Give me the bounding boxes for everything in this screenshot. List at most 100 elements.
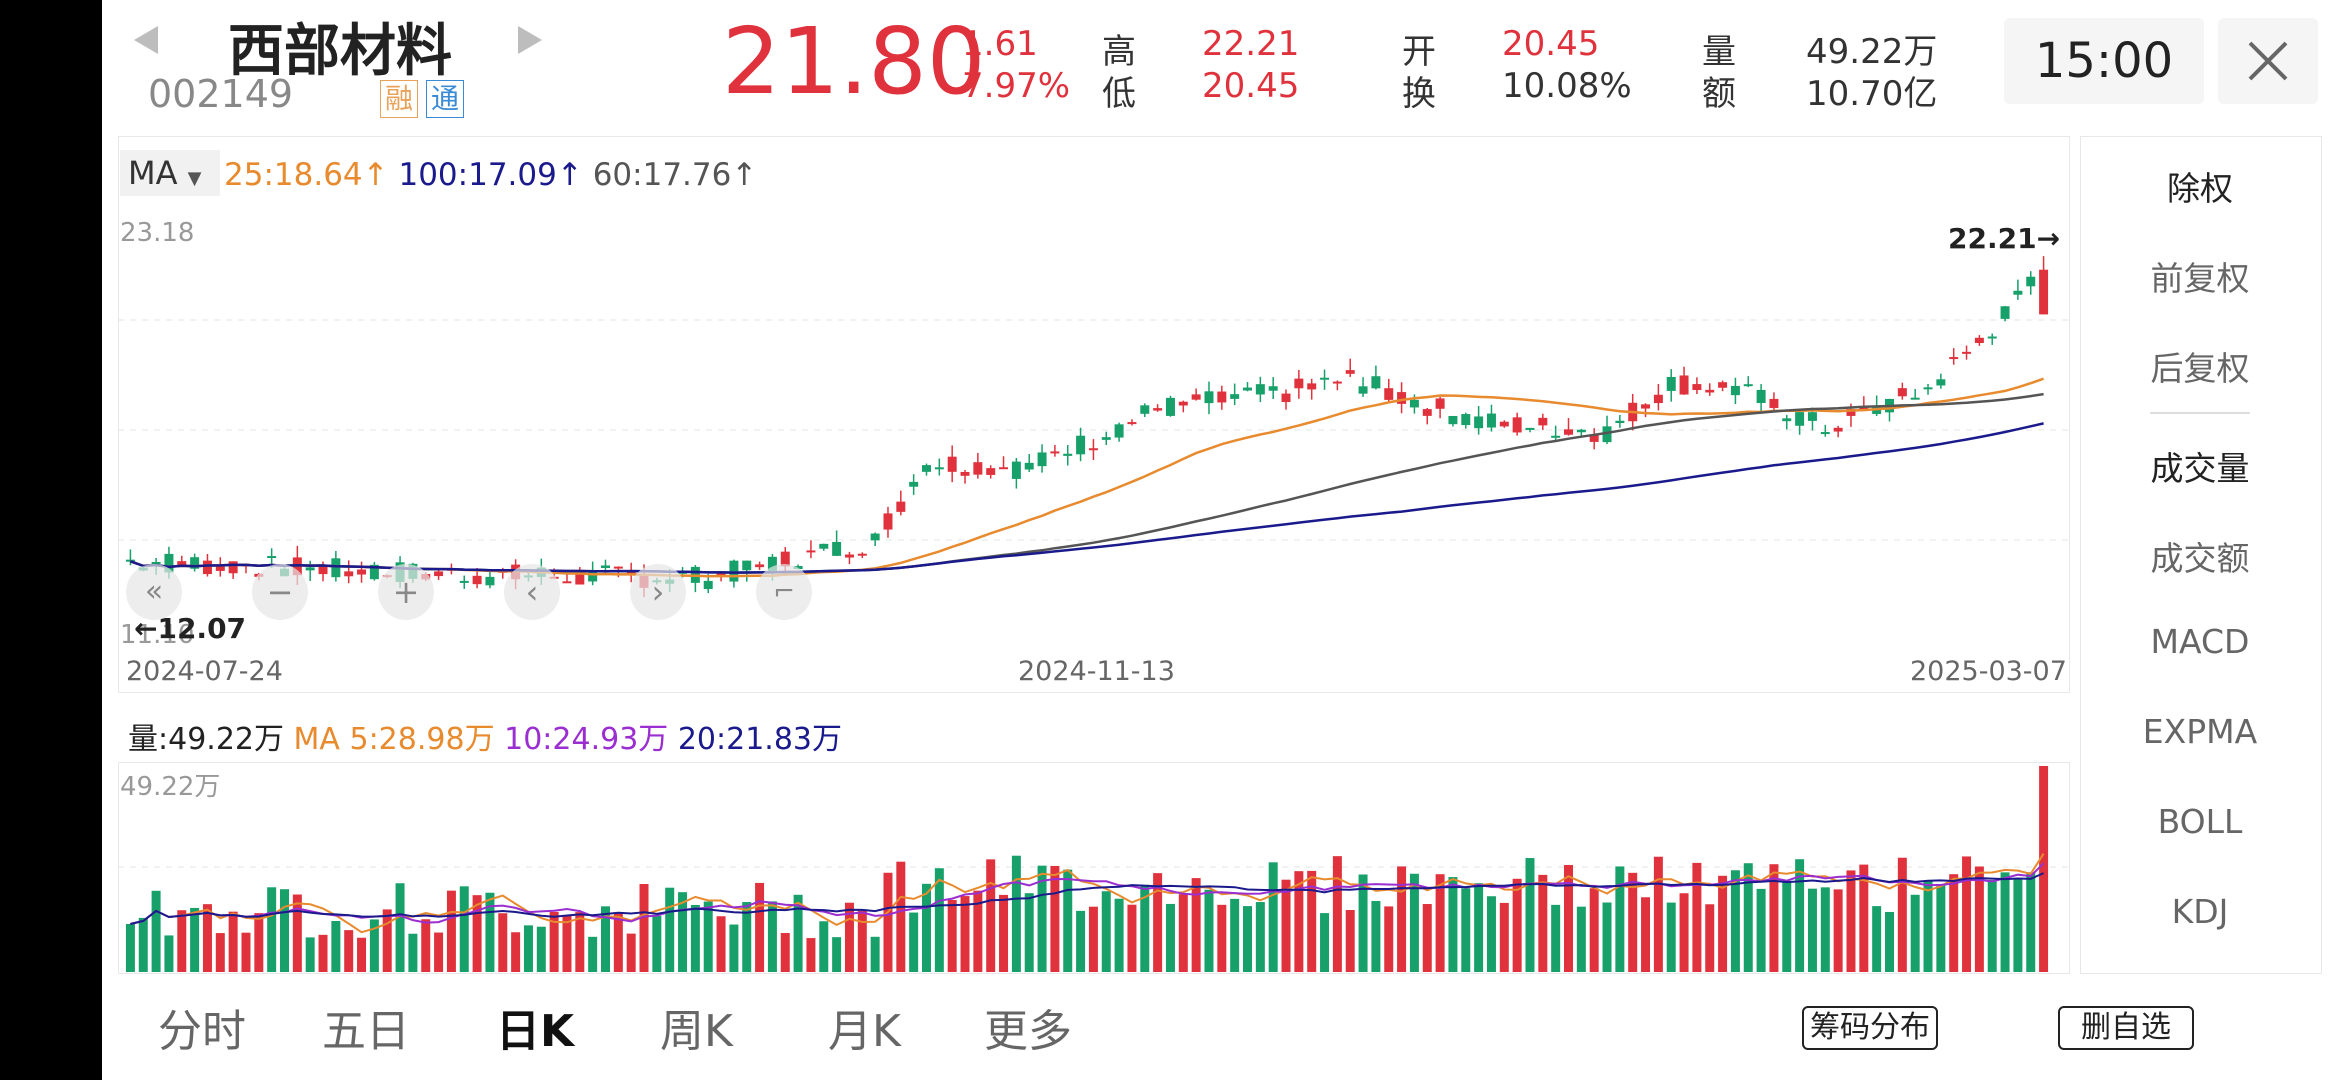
volume-bar: [1422, 904, 1432, 972]
sidebar-item-exright[interactable]: 除权: [2167, 169, 2233, 208]
tab-more[interactable]: 更多: [984, 1006, 1072, 1057]
volume-bar: [1641, 897, 1651, 972]
dropdown-caret-icon: ▼: [187, 168, 202, 189]
high-value: 22.21: [1202, 24, 1300, 64]
remove-watchlist-button[interactable]: 删自选: [2058, 1006, 2194, 1050]
candle-body: [1666, 376, 1676, 391]
candle-body: [1846, 408, 1856, 416]
volume-bar: [2026, 872, 2036, 972]
volume-legend: 量:49.22万 MA 5:28.98万 10:24.93万 20:21.83万: [128, 714, 842, 758]
volume-chart[interactable]: [118, 762, 2068, 972]
volume-bar: [472, 895, 482, 972]
volume-bar: [1191, 878, 1201, 972]
open-label: 开: [1402, 32, 1436, 72]
sidebar-item-forward-adjust[interactable]: 前复权: [2150, 259, 2250, 298]
candle-body: [1153, 408, 1163, 411]
volume-bar: [331, 921, 341, 972]
candle-body: [2039, 269, 2049, 315]
ma-selector-label: MA: [128, 154, 178, 192]
candle-body: [1897, 388, 1907, 397]
date-label-end: 2025-03-07: [1910, 656, 2067, 687]
volume-bar: [1564, 865, 1573, 972]
volume-value: 49.22万: [1806, 32, 1938, 72]
candle-body: [1641, 404, 1651, 409]
volume-ma5-line: [130, 853, 2045, 934]
candle-body: [202, 560, 212, 575]
volume-bar: [1294, 871, 1304, 972]
ma-selector[interactable]: MA ▼: [120, 150, 220, 196]
candle-body: [1011, 461, 1021, 479]
close-button[interactable]: [2218, 18, 2318, 104]
volume-bar: [190, 907, 200, 972]
candle-body: [125, 559, 135, 562]
volume-bar: [280, 889, 289, 972]
tab-intraday[interactable]: 分时: [158, 1006, 246, 1057]
volume-bar: [305, 937, 315, 972]
ma25-arrow: ↑: [362, 157, 389, 193]
candle-body: [177, 561, 187, 566]
candle-body: [1101, 437, 1111, 440]
candle-body: [1525, 427, 1535, 430]
zoom-out-icon[interactable]: −: [252, 564, 308, 620]
candle-body: [1615, 420, 1625, 424]
candle-body: [780, 551, 790, 567]
candle-body: [819, 543, 829, 549]
step-right-icon[interactable]: ›: [630, 564, 686, 620]
tab-five-day[interactable]: 五日: [322, 1006, 410, 1057]
candle-body: [934, 467, 944, 470]
reset-view-icon[interactable]: ⌐: [756, 564, 812, 620]
candle-body: [472, 575, 482, 585]
volume-bar: [1859, 864, 1869, 972]
volume-bar: [1820, 887, 1830, 972]
candle-body: [1923, 387, 1933, 390]
volume-bar: [780, 933, 790, 972]
volume-bar: [1769, 864, 1779, 972]
scroll-left-icon[interactable]: «: [126, 564, 182, 620]
volume-bar: [588, 936, 598, 972]
volume-ma20: 20:21.83万: [677, 722, 843, 757]
volume-bar: [1974, 866, 1984, 972]
volume-bar: [2013, 877, 2023, 972]
volume-bar: [1756, 888, 1766, 972]
candle-body: [1820, 432, 1830, 435]
sidebar-item-boll[interactable]: BOLL: [2157, 802, 2243, 841]
candle-body: [1345, 370, 1355, 374]
volume-bar: [1320, 913, 1330, 972]
sidebar-item-backward-adjust[interactable]: 后复权: [2150, 349, 2250, 388]
sidebar-item-amount[interactable]: 成交额: [2150, 539, 2250, 578]
candle-body: [1397, 392, 1407, 404]
zoom-in-icon[interactable]: +: [378, 564, 434, 620]
tab-weekly-k[interactable]: 周K: [660, 1006, 733, 1057]
candle-body: [1165, 397, 1175, 416]
volume-bar: [1923, 881, 1933, 972]
time-box[interactable]: 15:00: [2004, 18, 2204, 104]
candle-body: [1332, 381, 1342, 384]
sidebar-divider: [2150, 412, 2250, 414]
candle-body: [896, 501, 906, 512]
volume-bar: [1037, 865, 1047, 972]
triangle-left-icon: [134, 26, 158, 54]
sidebar-item-macd[interactable]: MACD: [2150, 622, 2250, 661]
chip-distribution-button[interactable]: 筹码分布: [1802, 1006, 1938, 1050]
tab-monthly-k[interactable]: 月K: [828, 1006, 901, 1057]
volume-bar: [909, 912, 919, 972]
volume-bar: [999, 894, 1009, 972]
volume-bar: [1358, 874, 1368, 972]
candle-body: [716, 572, 726, 577]
sidebar-item-kdj[interactable]: KDJ: [2171, 892, 2229, 931]
ma25-line: [129, 377, 2045, 578]
candle-body: [1076, 435, 1086, 455]
volume-bar: [408, 933, 418, 972]
tab-daily-k[interactable]: 日K: [496, 1006, 575, 1057]
prev-stock-button[interactable]: [128, 20, 168, 60]
volume-bar: [1371, 900, 1381, 972]
volume-bar: [1088, 906, 1098, 972]
volume-bar: [1063, 869, 1073, 972]
step-left-icon[interactable]: ‹: [504, 564, 560, 620]
sidebar-item-expma[interactable]: EXPMA: [2142, 712, 2258, 751]
sidebar-item-volume[interactable]: 成交量: [2150, 449, 2250, 488]
candle-body: [1063, 453, 1073, 456]
next-stock-button[interactable]: [512, 20, 552, 60]
close-icon: [2248, 41, 2288, 81]
volume-bar: [1243, 906, 1252, 972]
